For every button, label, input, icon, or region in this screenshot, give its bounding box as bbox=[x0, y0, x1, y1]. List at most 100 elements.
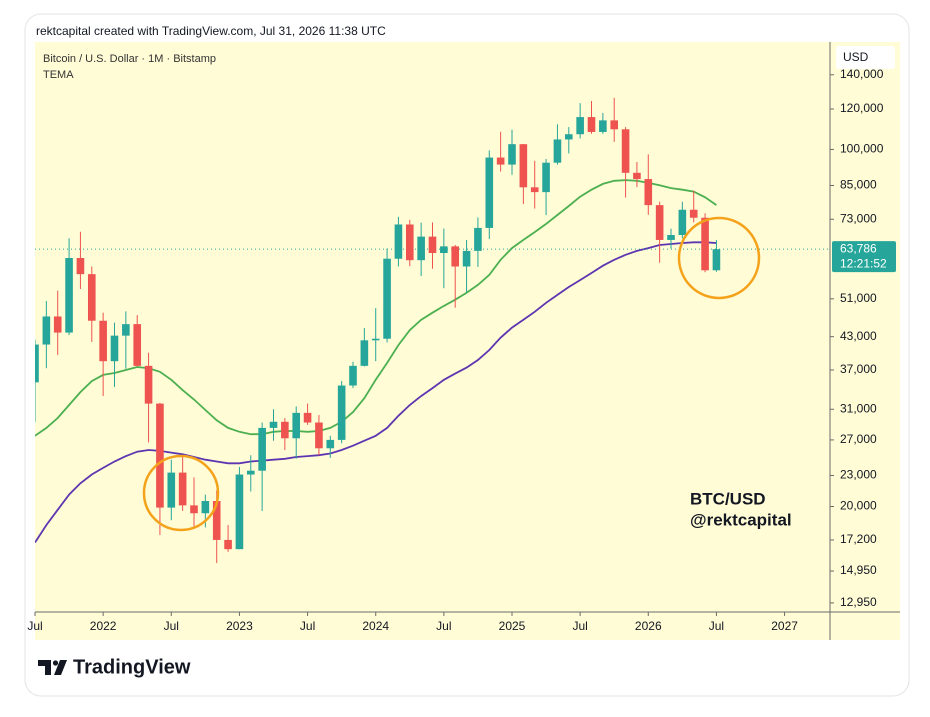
candle-body bbox=[269, 421, 278, 428]
candle-body bbox=[644, 179, 653, 206]
candle-body bbox=[371, 338, 380, 341]
candle-body bbox=[292, 412, 301, 439]
candle-body bbox=[564, 134, 573, 140]
candle-body bbox=[530, 187, 539, 193]
indicator-line bbox=[35, 241, 717, 543]
last-price-box bbox=[832, 241, 896, 273]
candle-body bbox=[360, 340, 369, 366]
candle-body bbox=[53, 316, 62, 333]
watermark: BTC/USD bbox=[690, 489, 766, 508]
candle-body bbox=[349, 365, 357, 386]
candle-body bbox=[576, 117, 584, 135]
candle-body bbox=[542, 162, 550, 193]
candle-body bbox=[35, 344, 39, 383]
candle-body bbox=[201, 501, 210, 514]
candle-body bbox=[553, 139, 562, 163]
candle-body bbox=[485, 157, 494, 228]
candle-body bbox=[508, 144, 516, 165]
candle-body bbox=[178, 472, 187, 506]
y-tick-label: 17,200 bbox=[840, 532, 877, 546]
x-tick-label: 2023 bbox=[226, 619, 253, 633]
x-tick-label: Jul bbox=[436, 619, 451, 633]
x-tick-label: 2027 bbox=[771, 619, 798, 633]
candle-body bbox=[281, 421, 289, 439]
candle-body bbox=[712, 249, 721, 271]
y-tick-label: 14,950 bbox=[840, 563, 877, 577]
y-tick-label: 85,000 bbox=[840, 178, 877, 192]
candle-body bbox=[110, 335, 119, 362]
candle-body bbox=[451, 246, 460, 267]
candle-body bbox=[633, 172, 641, 180]
candle-body bbox=[246, 470, 255, 475]
x-tick-label: Jul bbox=[27, 619, 42, 633]
branding: TradingView bbox=[73, 656, 191, 678]
candle-body bbox=[303, 412, 312, 423]
candle-body bbox=[122, 324, 130, 336]
candle-body bbox=[258, 427, 266, 471]
candle-body bbox=[428, 236, 437, 253]
candle-body bbox=[42, 316, 51, 345]
candle-body bbox=[224, 539, 232, 550]
chart-background bbox=[35, 42, 900, 640]
candle-body bbox=[474, 227, 482, 251]
candle-body bbox=[599, 120, 607, 132]
y-tick-label: 51,000 bbox=[840, 291, 877, 305]
candle-body bbox=[678, 209, 687, 235]
candle-body bbox=[610, 120, 619, 130]
x-tick-label: Jul bbox=[709, 619, 724, 633]
x-tick-label: 2025 bbox=[499, 619, 526, 633]
highlight-circle bbox=[142, 454, 220, 532]
candle-body bbox=[167, 472, 176, 508]
candle-body bbox=[496, 157, 505, 165]
x-tick-label: Jul bbox=[572, 619, 587, 633]
candle-body bbox=[587, 117, 596, 132]
candle-body bbox=[394, 224, 403, 259]
last-price-label: 63,786 bbox=[840, 241, 877, 255]
candle-body bbox=[212, 501, 221, 540]
y-tick-label: 120,000 bbox=[840, 101, 884, 115]
y-tick-label: 37,000 bbox=[840, 362, 877, 376]
countdown: 12:21:52 bbox=[840, 256, 887, 270]
candle-body bbox=[315, 422, 323, 449]
candle-body bbox=[440, 246, 448, 253]
y-tick-label: 100,000 bbox=[840, 142, 884, 156]
x-tick-label: Jul bbox=[300, 619, 315, 633]
candle-body bbox=[417, 236, 425, 261]
candle-body bbox=[667, 234, 675, 240]
indicator-label: TEMA bbox=[43, 69, 74, 81]
y-tick-label: 43,000 bbox=[840, 329, 877, 343]
candle-body bbox=[462, 250, 471, 267]
candle-body bbox=[76, 258, 85, 275]
y-tick-label: 27,000 bbox=[840, 432, 877, 446]
candle-body bbox=[337, 385, 346, 440]
candle-body bbox=[156, 403, 164, 508]
x-tick-label: Jul bbox=[164, 619, 179, 633]
candle-body bbox=[655, 205, 664, 240]
candle-body bbox=[405, 224, 414, 261]
candle-body bbox=[519, 144, 528, 188]
x-tick-label: 2024 bbox=[362, 619, 389, 633]
plot-area bbox=[35, 97, 830, 564]
chart-title: Bitcoin / U.S. Dollar · 1M · Bitstamp bbox=[43, 53, 216, 65]
y-tick-label: 23,000 bbox=[840, 468, 877, 482]
y-tick-label: 31,000 bbox=[840, 401, 877, 415]
candle-body bbox=[87, 274, 96, 321]
y-tick-label: 12,950 bbox=[840, 595, 877, 609]
y-tick-label: 20,000 bbox=[840, 499, 877, 513]
candle-body bbox=[689, 209, 698, 218]
x-tick-label: 2026 bbox=[635, 619, 662, 633]
y-tick-label: 73,000 bbox=[840, 211, 877, 225]
currency-box[interactable] bbox=[836, 46, 895, 69]
candle-body bbox=[99, 320, 107, 362]
highlight-circle bbox=[677, 216, 761, 300]
x-tick-label: 2022 bbox=[90, 619, 117, 633]
candle-body bbox=[144, 365, 153, 404]
candle-body bbox=[621, 129, 630, 173]
candle-body bbox=[701, 217, 709, 271]
candle-body bbox=[383, 258, 391, 339]
candle-body bbox=[133, 324, 142, 366]
candle-body bbox=[190, 505, 198, 514]
currency[interactable]: USD bbox=[843, 50, 869, 64]
candle-body bbox=[326, 439, 335, 449]
